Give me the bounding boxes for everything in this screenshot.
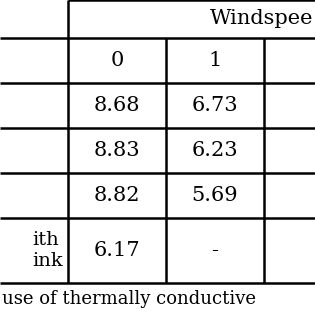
Text: -: - [211,241,219,260]
Text: 6.17: 6.17 [94,241,140,260]
Text: 5.69: 5.69 [192,186,238,205]
Text: ith
ink: ith ink [32,231,63,270]
Text: use of thermally conductive: use of thermally conductive [2,290,256,308]
Text: 1: 1 [208,51,222,70]
Text: Windspee: Windspee [209,9,313,28]
Text: 0: 0 [110,51,124,70]
Text: 8.68: 8.68 [94,96,140,115]
Text: 8.83: 8.83 [94,141,140,160]
Text: 8.82: 8.82 [94,186,140,205]
Text: 6.73: 6.73 [192,96,238,115]
Text: 6.23: 6.23 [192,141,238,160]
